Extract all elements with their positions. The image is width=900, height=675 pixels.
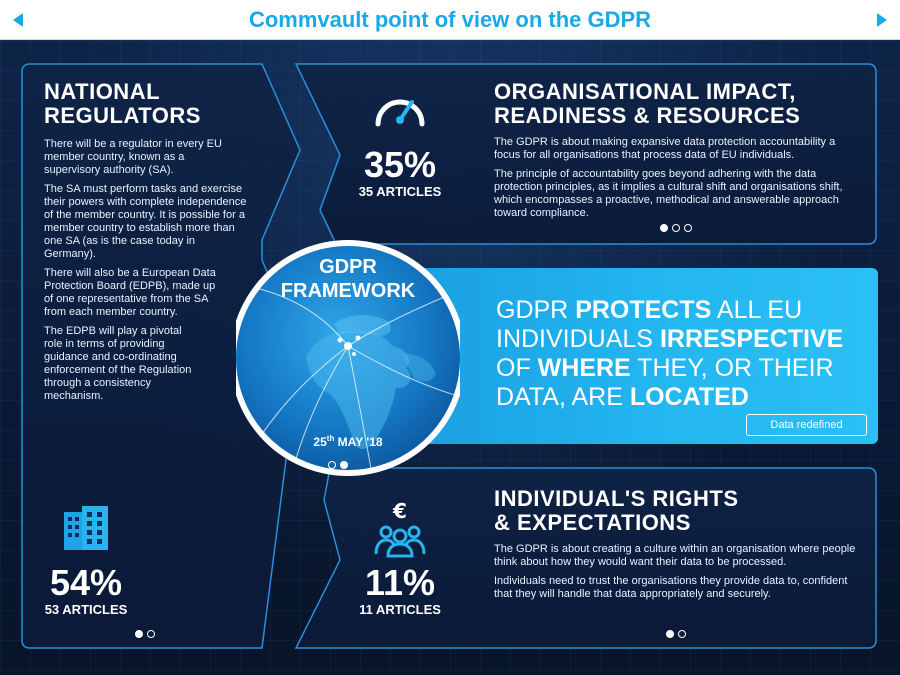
rights-title-line1: INDIVIDUAL'S RIGHTS xyxy=(494,486,739,511)
banner-word: INDIVIDUALS xyxy=(496,325,653,353)
pager-dot-active[interactable] xyxy=(660,224,668,232)
banner-emphasis: IRRESPECTIVE xyxy=(659,325,844,353)
rights-articles: 11 ARTICLES xyxy=(359,602,441,617)
pager-dot[interactable] xyxy=(672,224,680,232)
organisational-title-line2: READINESS & RESOURCES xyxy=(494,103,801,128)
page-title: Commvault point of view on the GDPR xyxy=(248,6,652,32)
triangle-left-icon xyxy=(13,13,23,27)
regulators-body: There will be a regulator in every EU me… xyxy=(44,138,264,403)
organisational-title-line1: ORGANISATIONAL IMPACT, xyxy=(494,79,796,104)
pager-dot-active[interactable] xyxy=(135,630,143,638)
organisational-paragraph: The GDPR is about making expansive data … xyxy=(494,136,836,161)
date-rest: MAY '18 xyxy=(334,435,383,449)
regulators-articles: 53 ARTICLES xyxy=(44,602,128,617)
data-redefined-button[interactable]: Data redefined xyxy=(746,414,867,436)
next-page-button[interactable] xyxy=(872,10,892,30)
buildings-icon xyxy=(64,506,108,550)
header-bar: Commvault point of view on the GDPR xyxy=(0,0,900,40)
rights-frame xyxy=(294,467,877,649)
date-suffix: th xyxy=(326,434,335,443)
rights-section: INDIVIDUAL'S RIGHTS & EXPECTATIONS The G… xyxy=(494,487,864,607)
organisational-section: ORGANISATIONAL IMPACT, READINESS & RESOU… xyxy=(494,80,864,226)
framework-date: 25th MAY '18 xyxy=(236,434,460,449)
regulators-paragraph: There will also be a European Data Prote… xyxy=(44,267,216,318)
banner-word: ALL EU xyxy=(716,296,803,324)
regulators-stat: 54% 53 ARTICLES xyxy=(30,562,142,618)
framework-pager xyxy=(328,461,348,469)
regulators-section: NATIONAL REGULATORS There will be a regu… xyxy=(44,80,264,409)
regulators-pager xyxy=(135,630,155,638)
regulators-paragraph: The SA must perform tasks and exercise t… xyxy=(44,183,247,260)
organisational-frame xyxy=(294,63,877,245)
banner-word: GDPR xyxy=(496,296,569,324)
pager-dot[interactable] xyxy=(147,630,155,638)
globe-icon xyxy=(236,240,460,476)
organisational-articles: 35 ARTICLES xyxy=(358,184,442,199)
organisational-body: The GDPR is about making expansive data … xyxy=(494,136,864,220)
pager-dot[interactable] xyxy=(684,224,692,232)
banner-statement: GDPR PROTECTS ALL EU INDIVIDUALS IRRESPE… xyxy=(496,296,866,412)
organisational-pager xyxy=(660,224,692,232)
banner-word: THEY, OR THEIR xyxy=(637,354,834,382)
rights-paragraph: Individuals need to trust the organisati… xyxy=(494,575,848,600)
framework-title-line1: GDPR xyxy=(319,256,377,278)
prev-page-button[interactable] xyxy=(8,10,28,30)
rights-stat: 11% 11 ARTICLES xyxy=(344,562,456,618)
triangle-right-icon xyxy=(877,13,887,27)
framework-title: GDPR FRAMEWORK xyxy=(236,255,460,303)
banner-word: OF xyxy=(496,354,531,382)
regulators-percent: 54% xyxy=(49,562,123,603)
organisational-percent: 35% xyxy=(363,144,437,185)
regulators-title-line1: NATIONAL xyxy=(44,79,161,104)
rights-body: The GDPR is about creating a culture wit… xyxy=(494,543,864,601)
regulators-title-line2: REGULATORS xyxy=(44,103,201,128)
framework-title-line2: FRAMEWORK xyxy=(280,280,416,302)
organisational-title: ORGANISATIONAL IMPACT, READINESS & RESOU… xyxy=(494,80,864,128)
speedometer-icon xyxy=(375,99,425,127)
organisational-paragraph: The principle of accountability goes bey… xyxy=(494,168,843,219)
pager-dot-active[interactable] xyxy=(666,630,674,638)
banner-emphasis: WHERE xyxy=(537,354,631,382)
pager-dot[interactable] xyxy=(328,461,336,469)
pager-dot-active[interactable] xyxy=(340,461,348,469)
regulators-paragraph: There will be a regulator in every EU me… xyxy=(44,138,222,176)
date-day: 25 xyxy=(313,435,327,449)
rights-paragraph: The GDPR is about creating a culture wit… xyxy=(494,543,856,568)
pager-dot[interactable] xyxy=(678,630,686,638)
banner-emphasis: LOCATED xyxy=(629,383,749,411)
euro-people-icon: € xyxy=(374,499,426,558)
rights-title-line2: & EXPECTATIONS xyxy=(494,510,691,535)
banner-emphasis: PROTECTS xyxy=(575,296,712,324)
regulators-paragraph: The EDPB will play a pivotal role in ter… xyxy=(44,325,192,402)
rights-percent: 11% xyxy=(364,562,436,603)
svg-text:€: € xyxy=(392,499,407,523)
organisational-stat: 35% 35 ARTICLES xyxy=(344,144,456,200)
rights-title: INDIVIDUAL'S RIGHTS & EXPECTATIONS xyxy=(494,487,864,535)
banner-word: DATA, ARE xyxy=(496,383,623,411)
rights-pager xyxy=(666,630,686,638)
regulators-title: NATIONAL REGULATORS xyxy=(44,80,264,128)
